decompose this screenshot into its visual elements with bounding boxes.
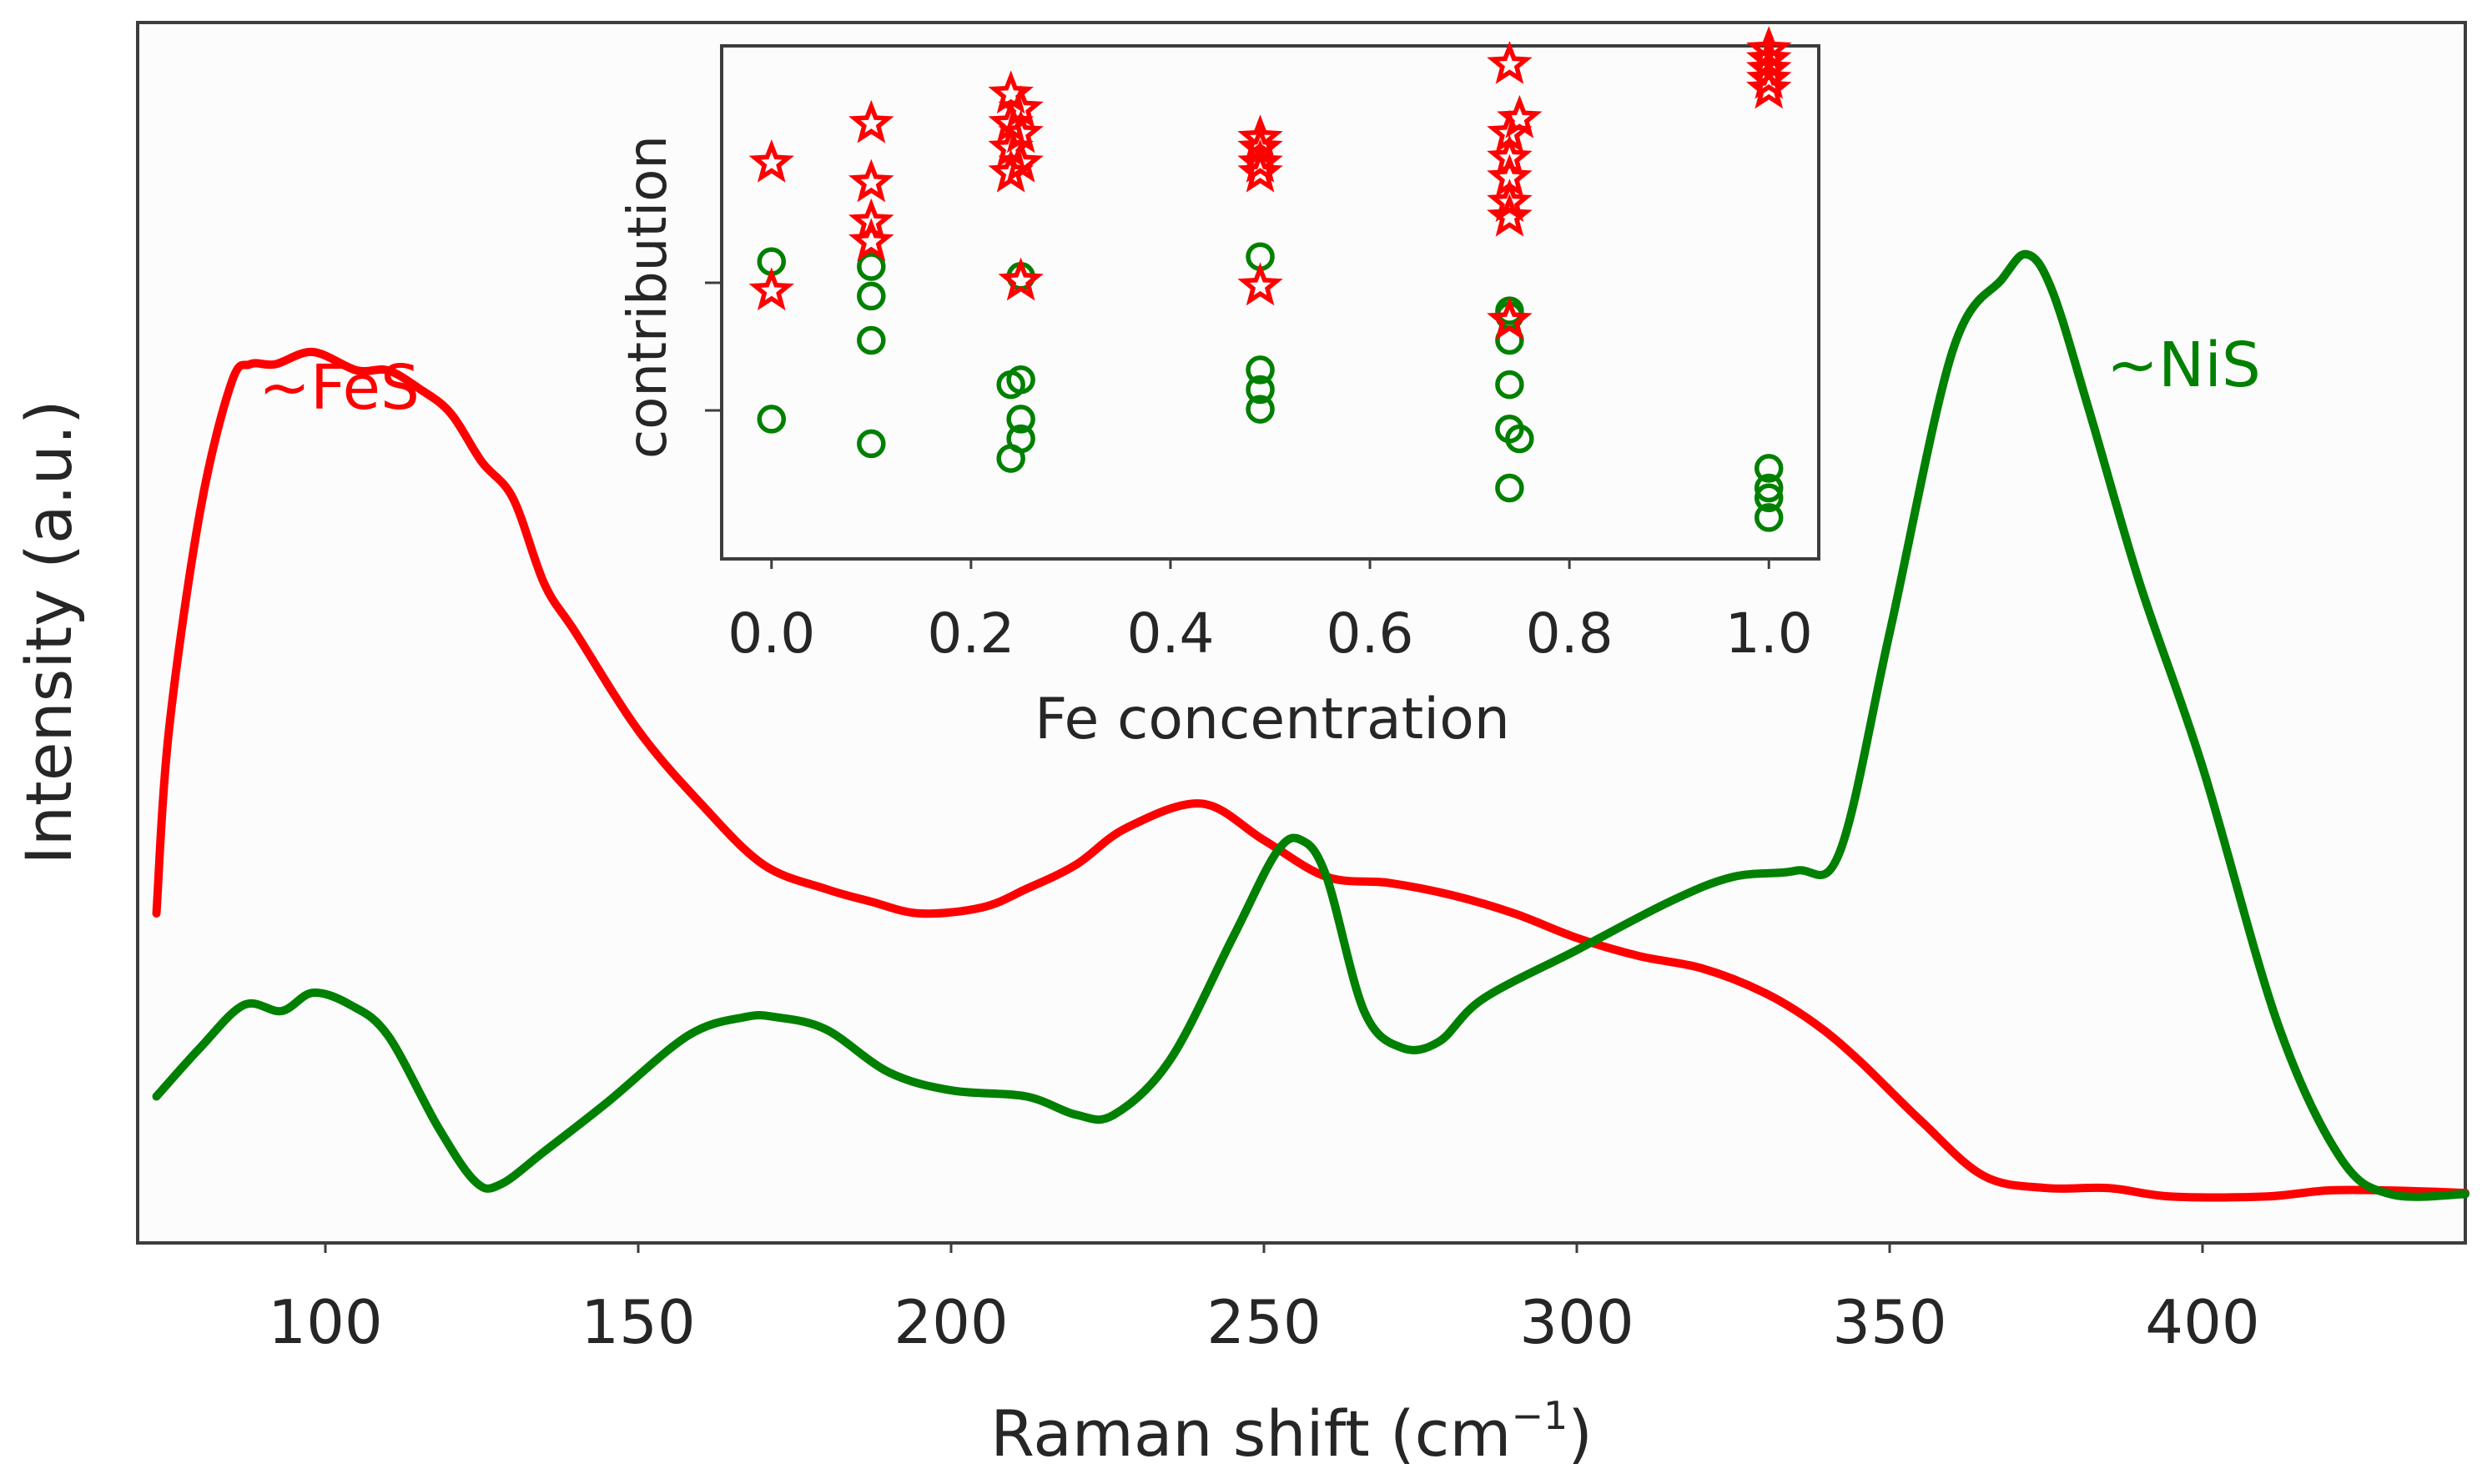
main-x-axis-ticks: 100 150 200 250 300 350 400 xyxy=(268,1243,2260,1357)
inset-x-axis-ticks: 0.0 0.2 0.4 0.6 0.8 1.0 xyxy=(727,559,1813,666)
main-x-tick-label: 200 xyxy=(894,1287,1008,1357)
fes-point xyxy=(1237,262,1283,306)
nis-point xyxy=(1246,355,1275,385)
inset-y-axis-label: contribution xyxy=(617,135,679,459)
fes-point xyxy=(1487,40,1533,84)
main-x-axis-label-superscript: −1 xyxy=(1511,1393,1568,1438)
inset-x-axis-label: Fe concentration xyxy=(1035,687,1510,752)
series-line-nis xyxy=(152,249,2469,1201)
fes-point xyxy=(748,267,794,311)
fes-point xyxy=(1237,148,1283,193)
inset-x-tick-label: 0.6 xyxy=(1327,601,1414,666)
inset-x-tick-label: 1.0 xyxy=(1725,601,1813,666)
inset-x-tick-label: 0.8 xyxy=(1526,601,1614,666)
main-x-tick-label: 400 xyxy=(2145,1287,2259,1357)
nis-point xyxy=(1505,424,1534,454)
nis-point xyxy=(1006,365,1035,395)
fes-point xyxy=(1746,55,1792,99)
inset-x-tick-label: 0.2 xyxy=(927,601,1014,666)
main-x-tick-label: 100 xyxy=(268,1287,382,1357)
fes-annotation: ~FeS xyxy=(259,352,420,424)
nis-point xyxy=(857,325,886,355)
nis-point xyxy=(996,444,1025,473)
main-x-axis-label-close: ) xyxy=(1568,1396,1593,1471)
nis-point xyxy=(1754,483,1784,513)
fes-point xyxy=(988,148,1034,193)
fes-point xyxy=(998,257,1044,301)
nis-point xyxy=(857,429,886,459)
inset-y-axis-ticks xyxy=(705,281,722,412)
nis-point xyxy=(857,252,886,281)
fes-point xyxy=(848,218,894,262)
main-x-tick-label: 250 xyxy=(1206,1287,1321,1357)
nis-point xyxy=(857,281,886,311)
nis-point xyxy=(757,405,787,434)
nis-annotation: ~NiS xyxy=(2107,329,2261,401)
nis-point xyxy=(1246,395,1275,424)
main-x-axis-label-text: Raman shift (cm xyxy=(990,1396,1511,1471)
main-x-tick-label: 150 xyxy=(581,1287,695,1357)
nis-point xyxy=(1246,375,1275,405)
inset-x-tick-label: 0.0 xyxy=(727,601,815,666)
fes-point xyxy=(1237,138,1283,183)
nis-point xyxy=(1006,405,1035,434)
main-x-tick-label: 300 xyxy=(1519,1287,1634,1357)
main-y-axis-label: Intensity (a.u.) xyxy=(12,400,86,864)
nis-point xyxy=(1495,473,1524,503)
nis-point xyxy=(1495,370,1524,400)
nis-point xyxy=(1754,454,1784,483)
main-x-axis-label: Raman shift (cm−1) xyxy=(990,1393,1593,1471)
fes-point xyxy=(1487,179,1533,222)
nis-point xyxy=(1754,473,1784,503)
inset-x-tick-label: 0.4 xyxy=(1126,601,1214,666)
nis-point xyxy=(1754,503,1784,532)
fes-point xyxy=(848,99,894,143)
fes-point xyxy=(1746,65,1792,109)
main-series-group xyxy=(152,249,2469,1202)
inset-points-group xyxy=(748,26,1792,532)
inset-plot: 0.0 0.2 0.4 0.6 0.8 1.0 contribution Fe conce… xyxy=(617,26,1820,752)
fes-point xyxy=(848,158,894,203)
fes-point xyxy=(1487,296,1533,340)
series-line-fes xyxy=(152,347,2469,1202)
fes-point xyxy=(1487,193,1533,237)
main-x-tick-label: 350 xyxy=(1832,1287,1946,1357)
fes-point xyxy=(748,138,794,183)
